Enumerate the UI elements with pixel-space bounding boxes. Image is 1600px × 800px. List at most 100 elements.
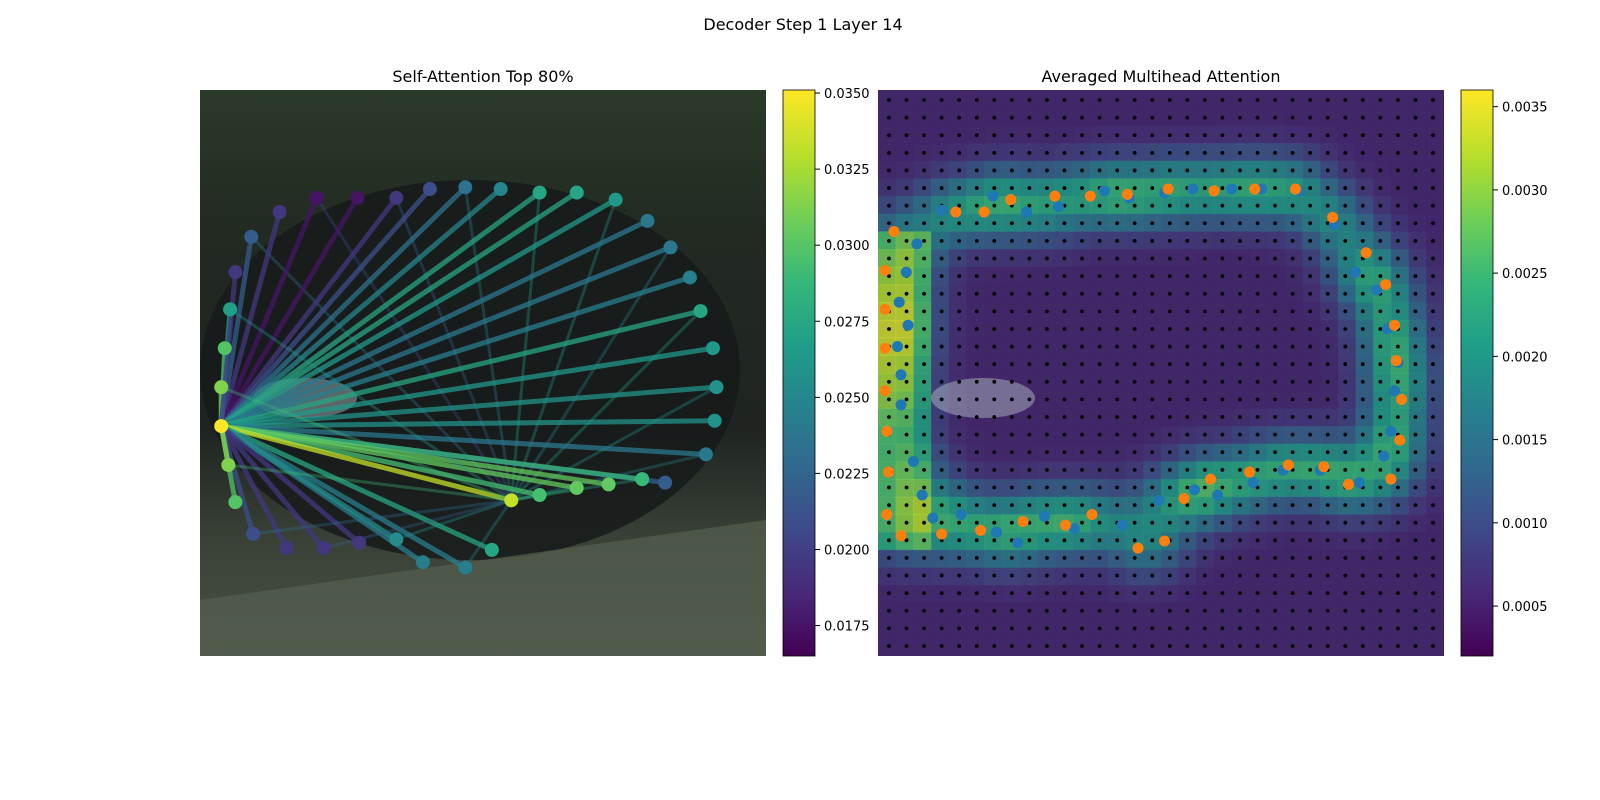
grid-dot [974, 98, 979, 102]
heatmap-cell [1426, 373, 1444, 392]
grid-dot [1308, 591, 1313, 596]
grid-dot [922, 256, 926, 261]
colorbar-tick-label: 0.0325 [824, 163, 870, 178]
grid-dot [1097, 432, 1102, 437]
heatmap-cell [1390, 125, 1410, 144]
grid-dot [1290, 556, 1295, 560]
attention-point [217, 341, 232, 356]
heatmap-cell [1408, 143, 1427, 162]
heatmap-cell [1408, 620, 1427, 639]
grid-dot [1150, 150, 1155, 155]
grid-dot [1343, 538, 1348, 543]
grid-dot [1045, 644, 1049, 648]
heatmap-cell [931, 602, 950, 622]
grid-dot [1396, 115, 1400, 120]
grid-dot [1080, 467, 1084, 472]
heatmap-cell [1408, 355, 1427, 374]
grid-dot [1097, 626, 1102, 631]
grid-dot [1290, 115, 1295, 120]
grid-dot [1396, 503, 1400, 507]
grid-dot [1132, 432, 1137, 437]
grid-dot [1080, 168, 1084, 173]
reference-point-orange [1385, 473, 1397, 485]
heatmap-cell [1355, 426, 1374, 445]
grid-dot [1360, 309, 1365, 314]
grid-dot [1167, 168, 1172, 173]
heatmap-cell [1426, 426, 1444, 445]
grid-dot [1290, 239, 1295, 243]
grid-dot [1396, 626, 1400, 631]
grid-dot [904, 397, 909, 402]
reference-point-orange [1327, 211, 1339, 223]
grid-dot [1202, 379, 1207, 384]
grid-dot [1115, 98, 1120, 102]
grid-dot [1238, 344, 1242, 349]
colorbar-tick-label: 0.0300 [824, 239, 870, 254]
heatmap-cell [1408, 479, 1427, 498]
heatmap-cell [1408, 585, 1427, 604]
grid-dot [1045, 573, 1049, 578]
grid-dot [992, 239, 997, 243]
grid-dot [1290, 221, 1295, 226]
heatmap-cell [913, 602, 932, 622]
reference-point-blue [1012, 537, 1024, 549]
grid-dot [1255, 415, 1260, 419]
heatmap-cell [1320, 602, 1339, 622]
grid-dot [1009, 450, 1014, 455]
grid-dot [1115, 379, 1120, 384]
grid-dot [957, 397, 962, 402]
grid-dot [1202, 450, 1207, 455]
grid-dot [1238, 520, 1242, 525]
heatmap-cell [1355, 125, 1374, 144]
grid-dot [1431, 239, 1435, 243]
reference-point-blue [895, 399, 907, 411]
grid-dot [974, 397, 979, 402]
heatmap-cell [1355, 408, 1374, 427]
attention-line [221, 384, 717, 429]
grid-dot [1396, 274, 1400, 279]
grid-dot [1150, 133, 1155, 138]
grid-dot [904, 503, 909, 507]
grid-dot [1325, 115, 1330, 120]
grid-dot [1045, 608, 1049, 613]
grid-dot [1202, 291, 1207, 296]
grid-dot [1238, 432, 1242, 437]
grid-dot [887, 556, 891, 560]
grid-dot [1185, 626, 1190, 631]
grid-dot [1220, 415, 1225, 419]
grid-dot [1238, 485, 1242, 490]
grid-dot [1238, 503, 1242, 507]
heatmap-cell [878, 107, 897, 126]
grid-dot [1132, 591, 1137, 596]
grid-dot [887, 608, 891, 613]
grid-dot [1360, 239, 1365, 243]
grid-dot [1097, 573, 1102, 578]
heatmap-cell [878, 125, 897, 144]
attention-point [709, 380, 724, 395]
grid-dot [1167, 626, 1172, 631]
grid-dot [1431, 274, 1435, 279]
grid-dot [1308, 115, 1313, 120]
heatmap-cell [913, 638, 932, 656]
heatmap-cell [1390, 231, 1410, 250]
grid-dot [1220, 626, 1225, 631]
grid-dot [1325, 291, 1330, 296]
attention-point [309, 190, 324, 205]
grid-dot [1115, 467, 1120, 472]
grid-dot [992, 397, 997, 402]
grid-dot [1150, 608, 1155, 613]
heatmap-cell [1355, 107, 1374, 126]
grid-dot [1396, 221, 1400, 226]
grid-dot [1027, 362, 1032, 367]
heatmap-cell [1408, 284, 1427, 303]
reference-point-blue [1385, 425, 1397, 437]
grid-dot [1431, 309, 1435, 314]
grid-dot [939, 591, 944, 596]
grid-dot [1220, 98, 1225, 102]
grid-dot [1045, 274, 1049, 279]
grid-dot [1238, 467, 1242, 472]
grid-dot [1132, 538, 1137, 543]
reference-point-blue [1153, 494, 1165, 506]
grid-dot [1185, 115, 1190, 120]
attention-point [698, 447, 713, 462]
